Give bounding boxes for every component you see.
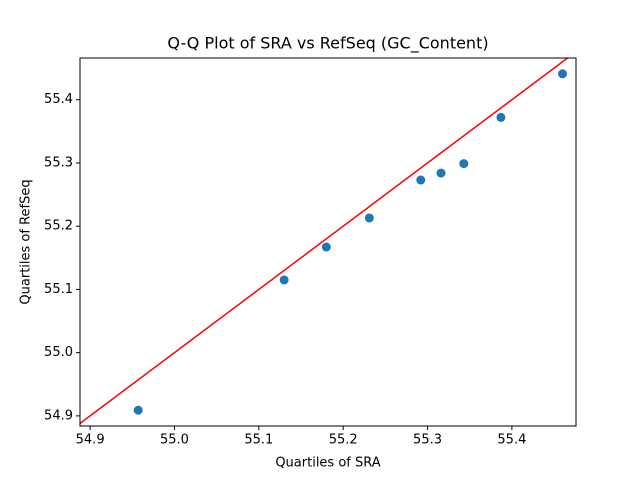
y-axis-label: Quartiles of RefSeq <box>19 179 34 304</box>
x-tick-label: 55.2 <box>329 433 358 448</box>
point <box>133 405 143 415</box>
point <box>496 112 506 122</box>
point <box>279 275 289 285</box>
chart-title: Q-Q Plot of SRA vs RefSeq (GC_Content) <box>167 34 488 54</box>
point <box>558 69 568 79</box>
y-tick-label: 55.1 <box>44 282 73 297</box>
point <box>436 168 446 178</box>
y-tick-label: 55.0 <box>44 345 73 360</box>
y-tick-label: 54.9 <box>44 408 73 423</box>
point <box>459 159 469 169</box>
y-tick-label: 55.3 <box>44 155 73 170</box>
x-tick-label: 55.1 <box>244 433 273 448</box>
x-tick-label: 55.3 <box>413 433 442 448</box>
reference-line <box>80 58 569 425</box>
plot-frame <box>79 57 577 427</box>
point <box>416 175 426 185</box>
point <box>321 242 331 252</box>
x-tick-label: 54.9 <box>76 433 105 448</box>
x-tick-label: 55.4 <box>497 433 526 448</box>
y-tick-label: 55.4 <box>44 92 73 107</box>
x-tick-label: 55.0 <box>160 433 189 448</box>
x-axis-label: Quartiles of SRA <box>275 456 380 471</box>
y-tick-label: 55.2 <box>44 219 73 234</box>
point <box>364 213 374 223</box>
